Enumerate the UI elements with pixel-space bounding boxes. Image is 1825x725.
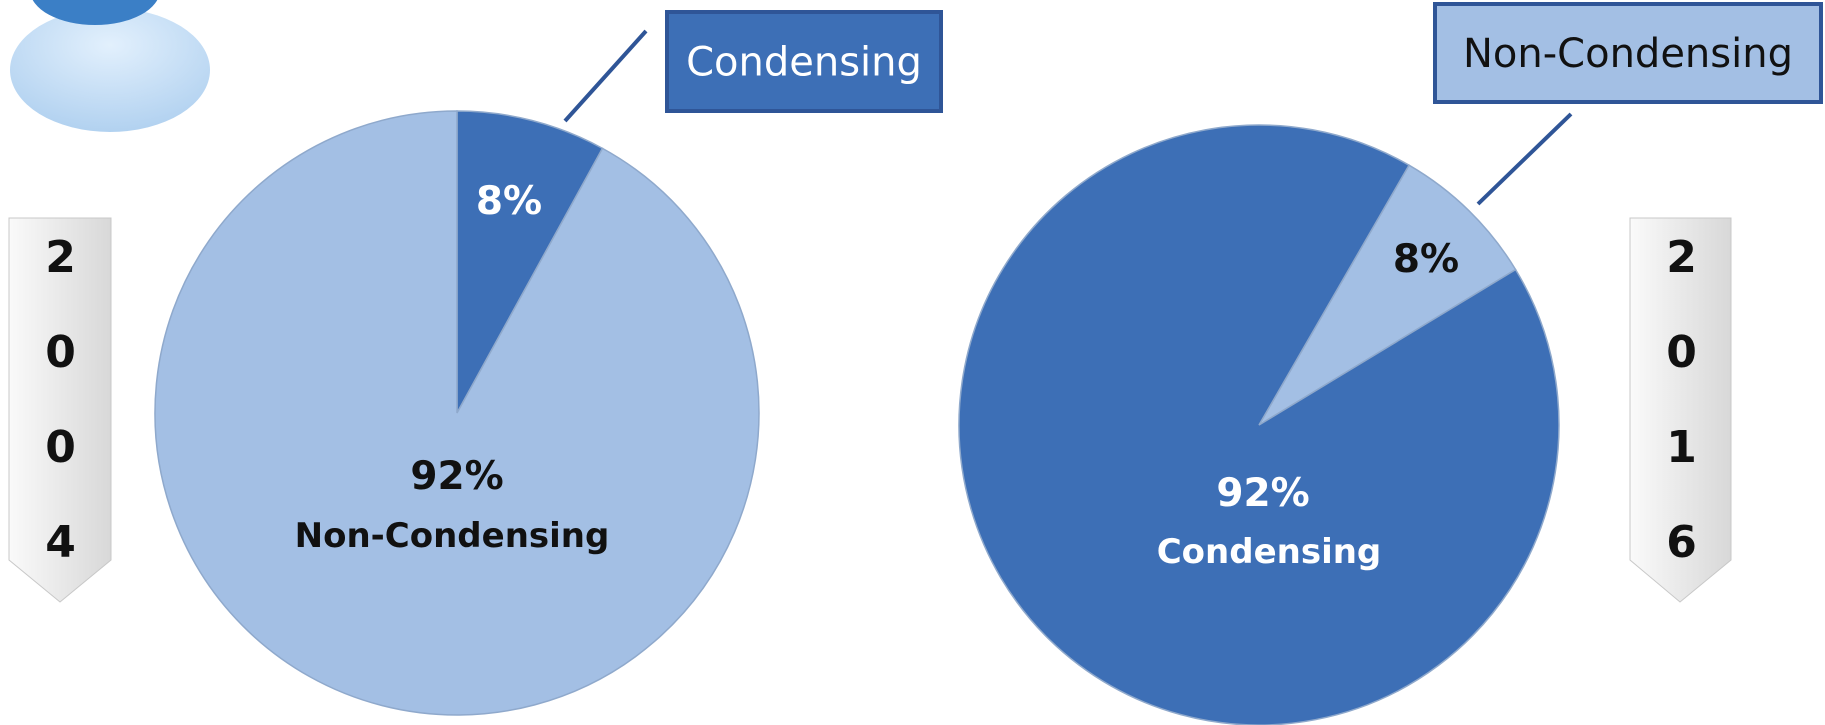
callout-label: Non-Condensing [1463,31,1793,77]
callout-box [665,10,943,113]
globe-icon [10,8,210,132]
pie-slice [456,110,604,414]
slice-name: Non-Condensing [295,516,610,556]
slice-label: 8% [476,179,542,224]
callout-line [563,29,648,123]
year-arrow [8,217,112,603]
callout-line [1476,112,1573,206]
year-arrow [1629,217,1732,603]
pie-slice [1258,164,1517,426]
globe-icon [32,0,158,25]
slice-name: Condensing [1157,532,1382,572]
slice-label: 92% [410,454,503,499]
pie-slice [958,124,1560,725]
year-label: 2004 [35,232,86,612]
year-label: 2016 [1656,232,1707,612]
pie-slice [154,110,760,716]
slice-label: 8% [1393,237,1459,282]
callout-box [1433,2,1823,104]
slice-label: 92% [1216,471,1309,516]
callout-label: Condensing [686,40,922,86]
